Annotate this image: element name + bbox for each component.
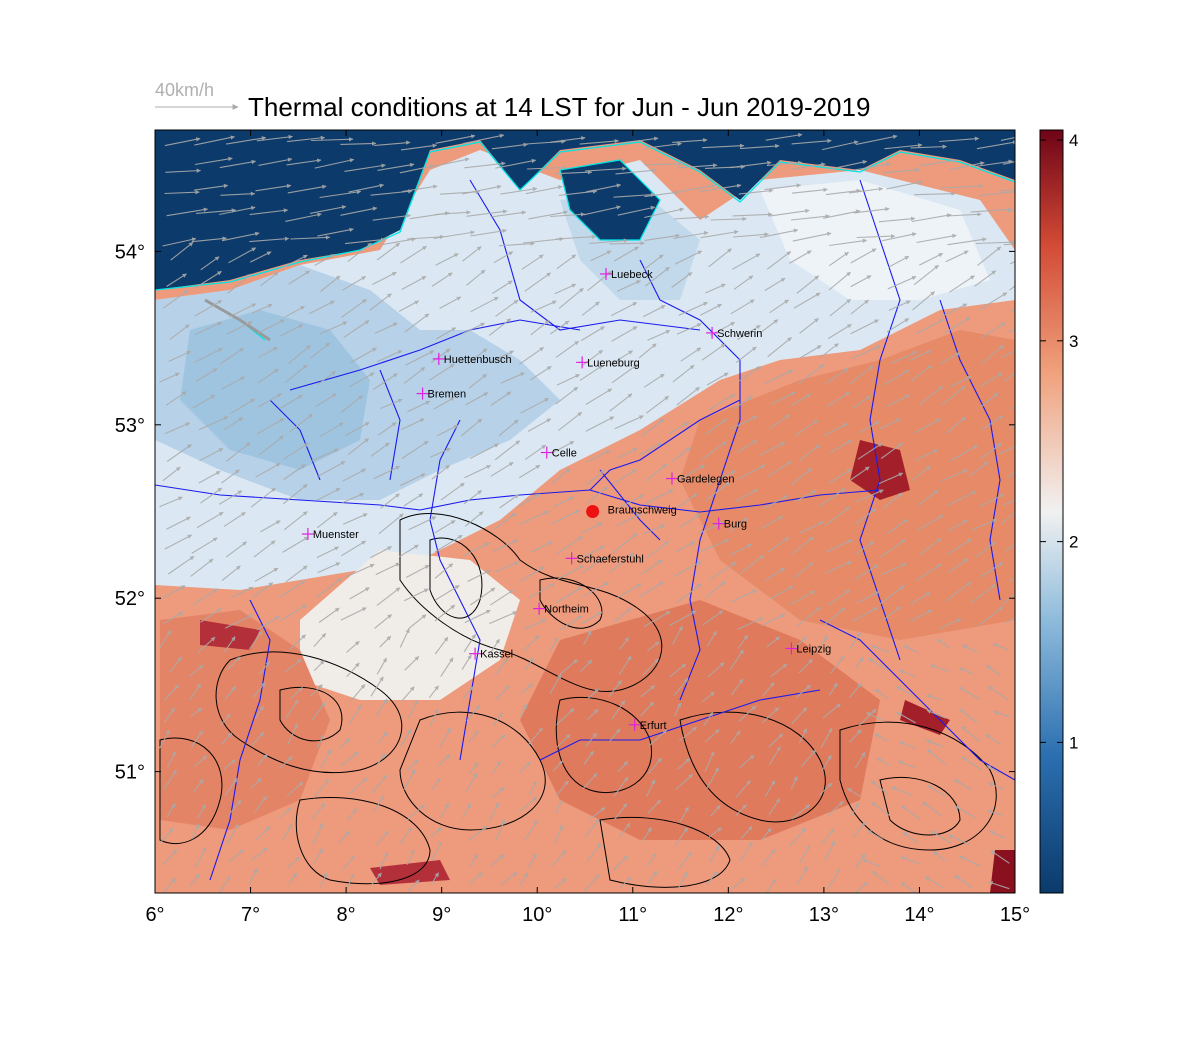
colorbar-tick-label: 3 [1069,332,1078,351]
lat-tick-label: 54° [115,241,145,263]
city-schaeferstuhl: Schaeferstuhl [565,552,644,565]
coastline [155,141,1015,342]
city-gardelegen: Gardelegen [665,472,735,486]
city-label: Muenster [313,529,359,541]
colorbar-ticks: 1 2 3 4 [1040,131,1078,752]
wind-vectors [158,132,1015,893]
city-label: Leipzig [796,643,831,655]
lat-tick-label: 51° [115,762,145,784]
colorbar-tick-label: 2 [1069,533,1078,552]
city-huettenbusch: Huettenbusch [432,352,512,366]
city-label: Huettenbusch [444,354,512,366]
map-axes: 6° 7° 8° 9° 10° 11° 12° 13° 14° 15° 54° 53° 52° 51° [115,130,1030,926]
colorbar-tick-label: 1 [1069,733,1078,752]
city-markers: Luebeck Schwerin Huettenbusch Lueneburg Brem… [301,267,831,732]
lon-tick-label: 15° [1000,904,1030,926]
lon-tick-label: 11° [618,904,647,926]
city-label: Burg [724,519,747,531]
lon-tick-label: 6° [145,904,164,926]
city-label: Bremen [428,389,467,401]
map-frame [154,129,1016,894]
station-braunschweig: Braunschweig [586,505,677,518]
colorbar-tick-label: 4 [1069,131,1078,150]
city-label: Celle [552,448,577,460]
lat-tick-label: 53° [115,415,145,437]
page-title: Thermal conditions at 14 LST for Jun - J… [248,92,871,122]
city-label: Northeim [544,604,589,616]
city-leipzig: Leipzig [785,642,831,655]
city-burg: Burg [712,517,747,531]
city-muenster: Muenster [301,528,359,541]
city-label: Luebeck [611,269,653,281]
city-kassel: Kassel [469,647,513,661]
city-northeim: Northeim [533,602,589,616]
city-label: Schaeferstuhl [577,553,644,565]
lon-tick-label: 9° [432,904,451,926]
city-schwerin: Schwerin [706,326,762,340]
city-label: Lueneburg [587,357,640,369]
station-label: Braunschweig [608,505,677,517]
lon-tick-label: 10° [522,904,552,926]
city-label: Erfurt [640,720,667,732]
lon-tick-label: 13° [809,904,839,926]
city-lueneburg: Lueneburg [576,356,640,369]
city-label: Schwerin [717,328,762,340]
city-label: Kassel [480,649,513,661]
lat-tick-label: 52° [115,588,145,610]
lon-tick-label: 12° [713,904,743,926]
wind-scale-label: 40km/h [155,80,215,100]
city-celle: Celle [540,446,577,460]
city-luebeck: Luebeck [600,267,653,281]
map-panel: Luebeck Schwerin Huettenbusch Lueneburg Brem… [155,130,1015,893]
city-bremen: Bremen [416,387,467,401]
lon-tick-label: 8° [337,904,356,926]
lon-tick-label: 7° [241,904,260,926]
lon-tick-label: 14° [904,904,934,926]
city-erfurt: Erfurt [628,718,667,732]
colorbar [1039,129,1064,894]
city-label: Gardelegen [677,474,735,486]
